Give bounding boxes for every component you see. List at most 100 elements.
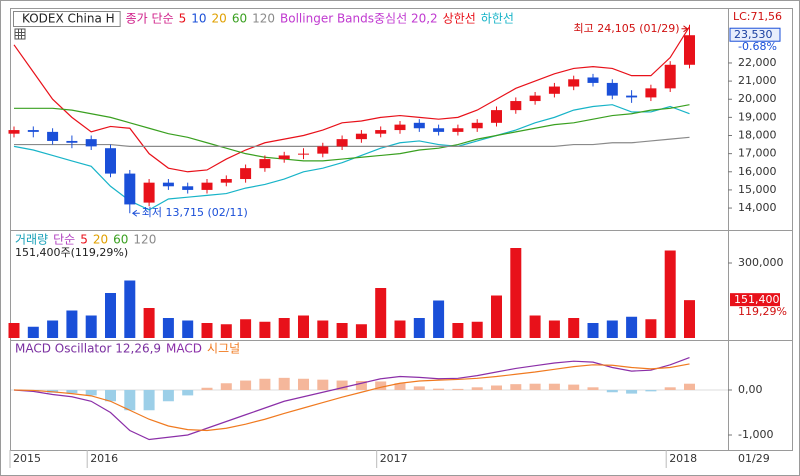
- volume-bar: [298, 315, 309, 338]
- legend-entry: 하한선: [481, 12, 514, 26]
- y-tick-label: 15,000: [738, 183, 777, 196]
- volume-info: 151,400주(119,29%): [15, 246, 128, 259]
- candle-body: [433, 128, 445, 132]
- volume-bar: [8, 323, 20, 338]
- volume-bar: [471, 321, 483, 338]
- y-tick-label: 19,000: [738, 110, 777, 123]
- oscillator-bar: [645, 390, 657, 392]
- y-tick-label: 21,000: [738, 74, 777, 87]
- y-tick-label: 16,000: [738, 165, 777, 178]
- last-price-box: [729, 27, 781, 42]
- oscillator-bar: [491, 385, 502, 391]
- candle-body: [162, 182, 174, 187]
- oscillator-bar: [355, 381, 367, 391]
- candle-body: [47, 131, 59, 141]
- chart-title: KODEX China H: [22, 12, 115, 26]
- candle-body: [143, 182, 155, 203]
- candle-body: [452, 128, 464, 132]
- candle-body: [510, 101, 522, 111]
- volume-bar: [645, 319, 657, 338]
- x-tick-label: 2017: [380, 452, 408, 465]
- oscillator-bar: [143, 390, 155, 411]
- legend-label: MACD Oscillator 12,26,9: [15, 342, 161, 356]
- y-tick-label: 300,000: [738, 256, 784, 269]
- oscillator-bar: [606, 390, 618, 393]
- high-annotation: 최고 24,105 (01/29): [573, 22, 679, 35]
- legend-label: 종가 단순: [126, 12, 174, 26]
- volume-bar: [433, 300, 445, 338]
- volume-bar: [529, 315, 541, 338]
- candle-body: [664, 64, 676, 89]
- y-tick-label: 20,000: [738, 92, 777, 105]
- candle-body: [298, 153, 309, 155]
- candle-body: [375, 130, 387, 134]
- oscillator-bar: [626, 390, 638, 394]
- legend-entry: 60: [232, 12, 247, 26]
- candle-body: [240, 168, 252, 180]
- volume-bar: [317, 320, 329, 338]
- volume-ratio: 119,29%: [738, 305, 787, 318]
- candle-body: [124, 173, 136, 205]
- volume-bar: [684, 300, 695, 338]
- legend-entry: 120: [252, 12, 275, 26]
- last-price-label: 23,530: [734, 28, 773, 41]
- candle-body: [220, 179, 232, 183]
- volume-bar: [182, 320, 194, 338]
- ma-line: [14, 136, 690, 147]
- macd-line: [13, 363, 690, 432]
- lc-label: LC:71,56: [733, 10, 782, 23]
- volume-bar: [240, 319, 252, 338]
- oscillator-bar: [162, 390, 174, 402]
- volume-bar: [124, 280, 136, 338]
- candle-body: [548, 86, 560, 94]
- oscillator-bar: [201, 387, 213, 391]
- grid-icon[interactable]: [14, 28, 26, 40]
- candle-body: [645, 88, 657, 98]
- candle-body: [85, 139, 97, 147]
- volume-bar: [664, 250, 676, 338]
- oscillator-bar: [105, 390, 116, 402]
- volume-bar: [375, 288, 387, 338]
- candle-body: [182, 186, 194, 190]
- oscillator-bar: [433, 388, 445, 391]
- legend-label: Bollinger Bands중심선 20,2: [280, 12, 438, 26]
- legend-entry: MACD: [166, 342, 202, 356]
- volume-bar: [491, 295, 502, 338]
- oscillator-bar: [510, 384, 522, 391]
- oscillator-bar: [684, 383, 695, 391]
- x-tick-label: 2016: [90, 452, 118, 465]
- oscillator-bar: [278, 377, 290, 391]
- y-tick-label: 17,000: [738, 147, 777, 160]
- date-label: 01/29: [738, 452, 770, 465]
- x-tick-label: 2015: [13, 452, 41, 465]
- candle-body: [626, 95, 638, 98]
- candle-body: [491, 110, 502, 123]
- legend-entry: 20: [93, 233, 108, 247]
- candle-body: [355, 133, 367, 140]
- last-volume-label: 151,400: [734, 293, 780, 306]
- macd-panel: [10, 340, 793, 451]
- volume-bar: [606, 320, 618, 338]
- legend-entry: 20: [212, 12, 227, 26]
- legend-entry: 5: [80, 233, 88, 247]
- oscillator-bar: [413, 386, 425, 391]
- oscillator-bar: [568, 384, 580, 391]
- oscillator-bar: [240, 380, 252, 391]
- change-label: -0.68%: [738, 40, 777, 53]
- volume-bar: [413, 318, 425, 338]
- oscillator-bar: [124, 390, 136, 411]
- last-volume-box: [730, 293, 780, 307]
- legend-label: 거래량: [15, 233, 48, 247]
- oscillator-bar: [182, 390, 194, 396]
- candle-body: [317, 146, 329, 154]
- volume-bar: [452, 323, 464, 338]
- legend-entry: 상한선: [443, 12, 476, 26]
- y-tick-label: -1,000: [738, 428, 773, 441]
- volume-bar: [548, 320, 560, 338]
- candle-body: [8, 130, 20, 134]
- ma-line: [14, 104, 690, 162]
- candle-body: [278, 155, 290, 160]
- candle-body: [336, 139, 348, 147]
- y-tick-label: 14,000: [738, 201, 777, 214]
- candle-body: [606, 82, 618, 96]
